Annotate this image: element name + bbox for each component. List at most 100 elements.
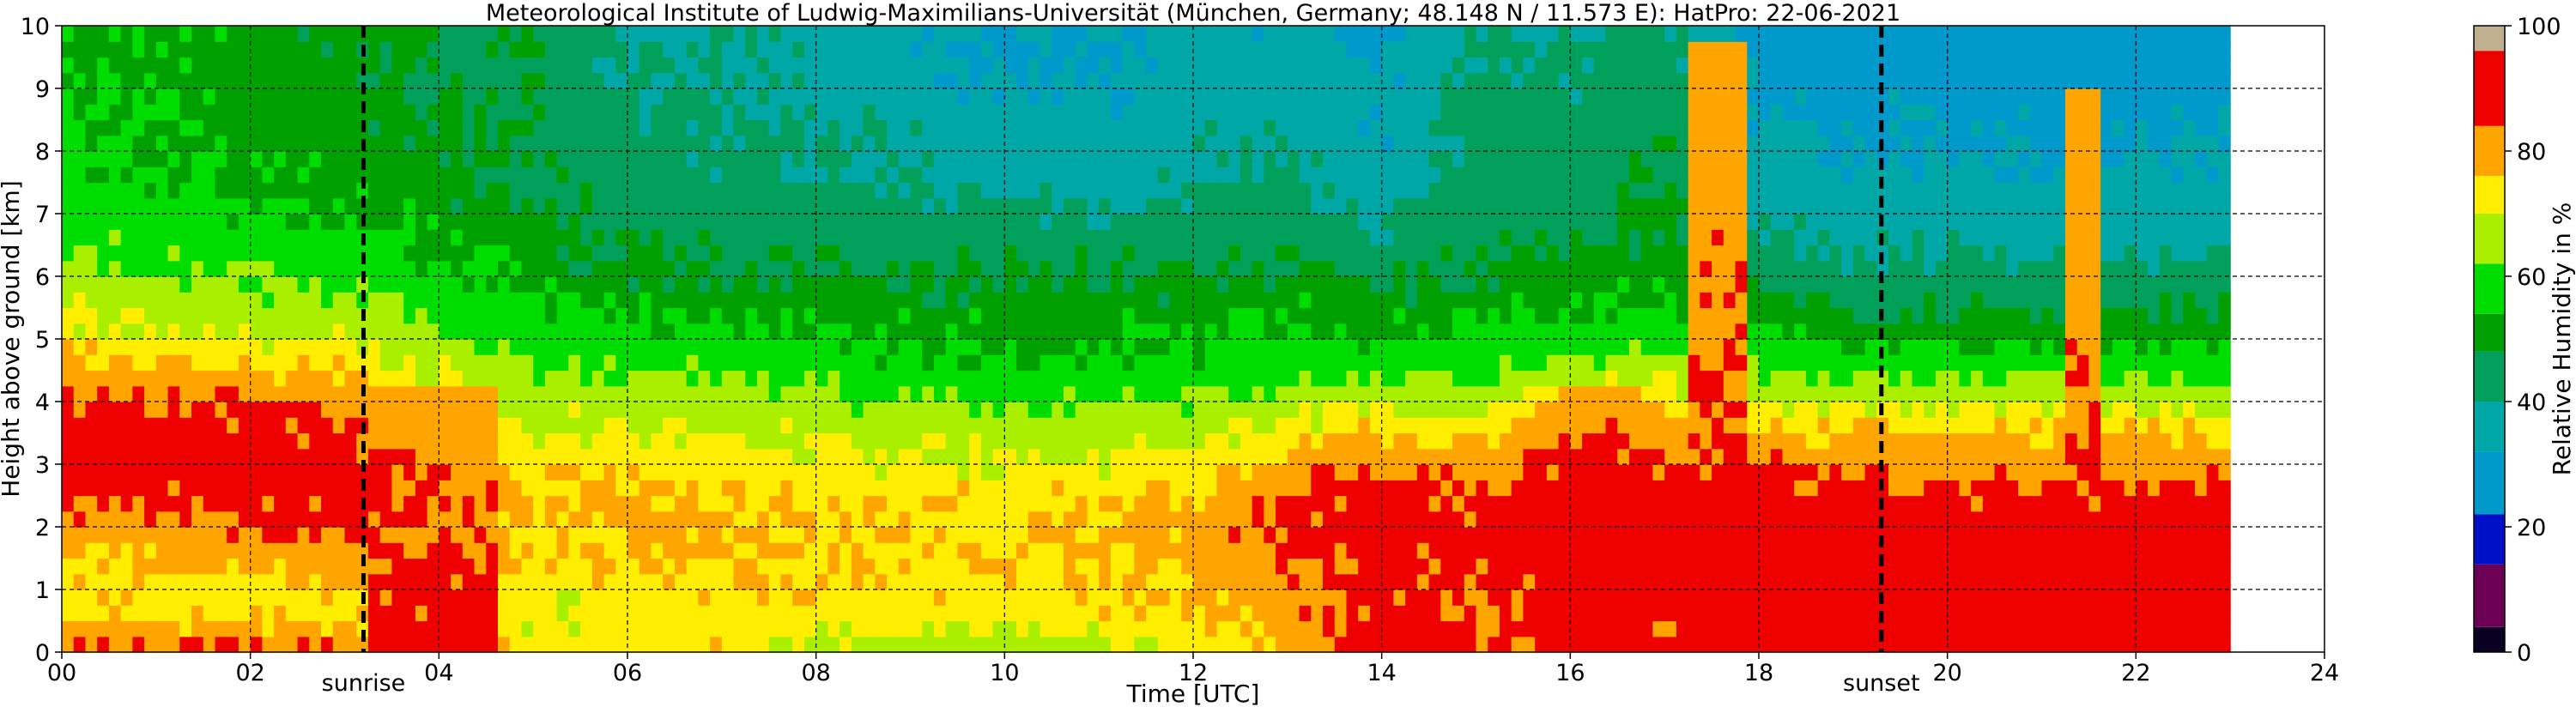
heatmap-cell [462,214,476,230]
heatmap-cell [1004,57,1017,74]
heatmap-cell [1004,573,1017,590]
heatmap-cell [1405,402,1418,418]
heatmap-cell [957,166,970,184]
heatmap-cell [827,57,840,74]
heatmap-cell [615,402,628,418]
heatmap-cell [1134,119,1147,136]
heatmap-cell [803,385,817,402]
heatmap-cell [1228,511,1241,528]
heatmap-cell [62,104,75,121]
heatmap-cell [1216,323,1229,340]
heatmap-cell [710,589,723,606]
heatmap-cell [1027,72,1041,89]
heatmap-cell [945,307,959,324]
heatmap-cell [108,495,122,512]
heatmap-cell [1134,245,1147,262]
heatmap-cell [556,417,569,434]
heatmap-cell [1204,417,1218,434]
heatmap-cell [274,57,287,74]
heatmap-cell [108,26,122,42]
heatmap-cell [1488,402,1500,418]
heatmap-cell [803,26,817,42]
heatmap-cell [262,166,275,184]
heatmap-cell [451,260,464,277]
heatmap-cell [274,182,287,199]
heatmap-cell [62,339,75,355]
heatmap-cell [933,41,947,58]
heatmap-cell [1311,292,1324,309]
heatmap-cell [262,260,275,277]
heatmap-cell [827,229,840,246]
heatmap-cell [875,323,888,340]
heatmap-cell [391,151,404,167]
heatmap-cell [839,104,852,121]
heatmap-cell [403,88,416,105]
heatmap-cell [875,620,888,638]
heatmap-cell [580,307,593,324]
heatmap-cell [745,495,758,512]
heatmap-cell [1311,104,1324,121]
heatmap-cell [980,119,994,136]
heatmap-cell [1452,589,1465,606]
heatmap-cell [544,620,558,638]
heatmap-cell [439,229,452,246]
heatmap-cell [1323,57,1336,74]
heatmap-cell [285,354,299,372]
heatmap-cell [1193,573,1206,590]
heatmap-cell [1276,542,1288,559]
heatmap-cell [379,166,393,184]
heatmap-cell [1346,448,1359,465]
heatmap-cell [945,260,959,277]
heatmap-cell [391,527,404,543]
heatmap-cell [379,385,393,402]
heatmap-cell [992,589,1005,606]
heatmap-cell [1416,26,1430,42]
heatmap-cell [1381,72,1394,89]
heatmap-cell [1428,511,1441,528]
heatmap-cell [391,72,404,89]
heatmap-cell [733,135,746,152]
heatmap-cell [321,57,334,74]
heatmap-cell [1299,151,1312,167]
heatmap-cell [1369,229,1383,246]
heatmap-cell [1369,260,1383,277]
heatmap-cell [980,605,994,622]
heatmap-cell [1511,260,1524,277]
heatmap-cell [1052,464,1064,480]
heatmap-cell [1193,339,1206,355]
heatmap-cell [1004,464,1017,480]
heatmap-cell [1122,57,1135,74]
heatmap-cell [344,620,357,638]
heatmap-cell [1334,605,1348,622]
heatmap-cell [568,573,581,590]
heatmap-cell [980,354,994,372]
heatmap-cell [1264,402,1276,418]
heatmap-cell [1052,229,1064,246]
heatmap-cell [1252,214,1264,230]
heatmap-cell [686,260,699,277]
heatmap-cell [851,41,864,58]
heatmap-cell [144,402,157,418]
heatmap-cell [1405,605,1418,622]
heatmap-cell [62,214,75,230]
heatmap-cell [1346,464,1359,480]
heatmap-cell [898,88,912,105]
heatmap-cell [62,480,75,497]
heatmap-cell [167,214,180,230]
heatmap-cell [73,197,87,215]
heatmap-cell [721,558,735,575]
heatmap-cell [97,354,110,372]
heatmap-cell [155,417,169,434]
heatmap-cell [603,57,616,74]
heatmap-cell [1464,166,1477,184]
heatmap-cell [391,542,404,559]
heatmap-cell [1393,354,1406,372]
heatmap-cell [957,527,970,543]
heatmap-cell [1323,323,1336,340]
heatmap-cell [863,57,876,74]
heatmap-cell [367,245,381,262]
heatmap-cell [1464,589,1477,606]
heatmap-cell [721,276,735,293]
heatmap-cell [1169,245,1182,262]
heatmap-cell [262,151,275,167]
